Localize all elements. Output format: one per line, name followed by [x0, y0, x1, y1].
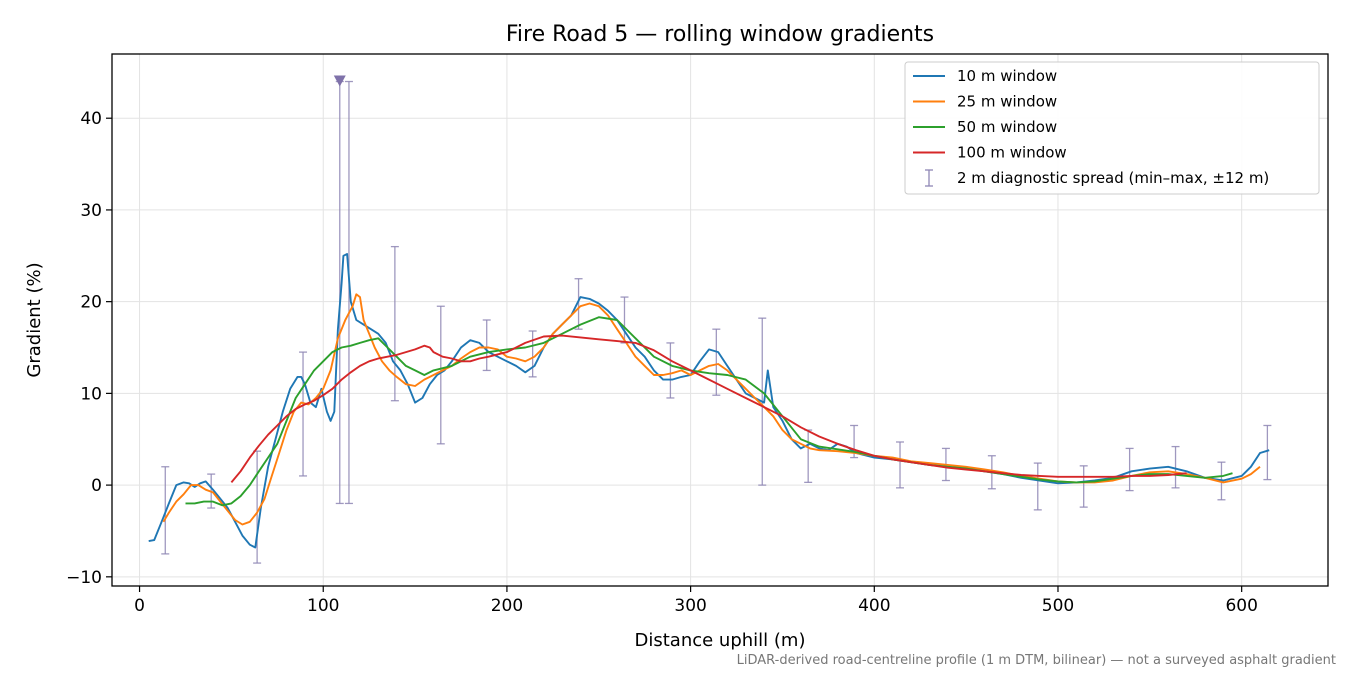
- x-tick-label: 600: [1225, 596, 1257, 616]
- clipped-value-marker: [333, 75, 346, 87]
- axis-ticks: 0 100 200 300 400 500 600 −10 0 10 20 30 40: [66, 109, 1258, 616]
- y-tick-label: 30: [80, 201, 102, 221]
- x-tick-label: 200: [491, 596, 523, 616]
- legend-label: 2 m diagnostic spread (min–max, ±12 m): [957, 169, 1269, 187]
- x-tick-label: 300: [674, 596, 706, 616]
- y-tick-label: 10: [80, 384, 102, 404]
- series-line-1: [148, 253, 1270, 549]
- y-tick-label: 20: [80, 293, 102, 313]
- y-axis-label: Gradient (%): [24, 262, 45, 377]
- legend-box: [904, 61, 1320, 195]
- x-tick-label: 0: [134, 596, 145, 616]
- y-tick-label: 0: [91, 476, 102, 496]
- x-tick-label: 500: [1042, 596, 1074, 616]
- legend-label: 100 m window: [957, 144, 1067, 162]
- y-tick-label: −10: [66, 568, 102, 588]
- plot-frame: [111, 53, 1329, 587]
- legend-label: 10 m window: [957, 67, 1057, 85]
- x-axis-label: Distance uphill (m): [635, 630, 806, 651]
- series-line-4: [230, 334, 1187, 484]
- legend-label: 25 m window: [957, 93, 1057, 111]
- y-tick-label: 40: [80, 109, 102, 129]
- x-tick-label: 100: [307, 596, 339, 616]
- x-tick-label: 400: [858, 596, 890, 616]
- legend: 10 m window 25 m window 50 m window 100 m w…: [904, 61, 1320, 195]
- chart-title: Fire Road 5 — rolling window gradients: [506, 22, 934, 47]
- series-line-3: [185, 316, 1233, 507]
- footnote: LiDAR-derived road-centreline profile (1…: [737, 653, 1336, 668]
- series-layer: [148, 253, 1270, 549]
- series-line-2: [162, 293, 1261, 526]
- legend-label: 50 m window: [957, 118, 1057, 136]
